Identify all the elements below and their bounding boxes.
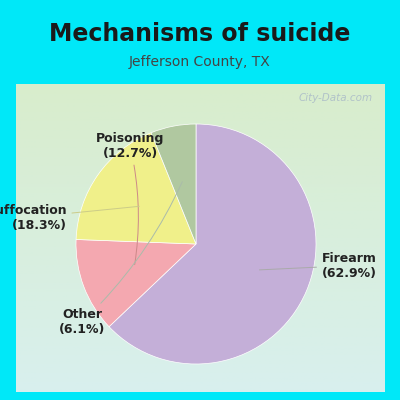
Text: Other
(6.1%): Other (6.1%) <box>59 182 182 336</box>
Wedge shape <box>76 240 196 327</box>
Text: Firearm
(62.9%): Firearm (62.9%) <box>260 252 377 280</box>
Text: Jefferson County, TX: Jefferson County, TX <box>129 55 271 69</box>
Wedge shape <box>109 124 316 364</box>
Wedge shape <box>151 124 196 244</box>
Text: City-Data.com: City-Data.com <box>299 93 373 103</box>
Text: Suffocation
(18.3%): Suffocation (18.3%) <box>0 204 139 232</box>
Text: Poisoning
(12.7%): Poisoning (12.7%) <box>96 132 164 264</box>
Text: Mechanisms of suicide: Mechanisms of suicide <box>49 22 351 46</box>
Wedge shape <box>76 133 196 244</box>
